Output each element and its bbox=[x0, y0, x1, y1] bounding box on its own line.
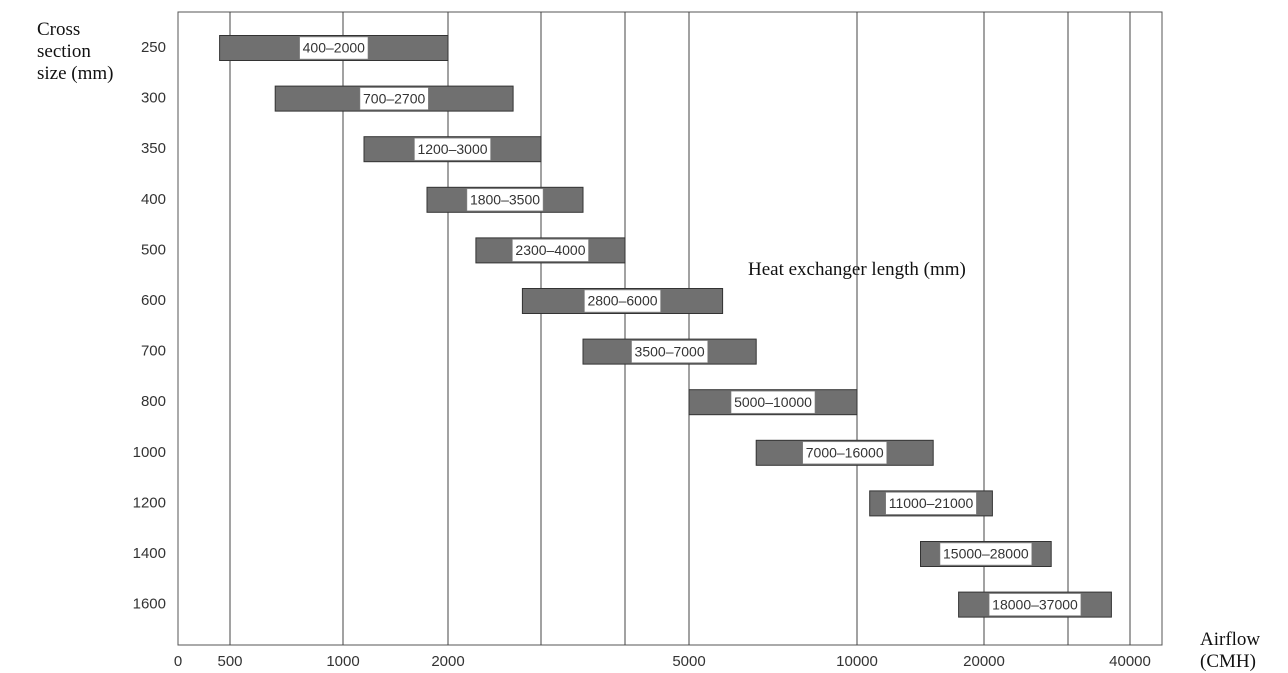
value-label: 3500–7000 bbox=[635, 343, 705, 359]
x-tick-label: 40000 bbox=[1109, 653, 1151, 670]
value-label: 7000–16000 bbox=[806, 445, 884, 461]
plot-frame bbox=[177, 11, 1163, 646]
value-label: 11000–21000 bbox=[889, 495, 974, 511]
x-tick-label: 10000 bbox=[836, 653, 878, 670]
y-tick-label: 300 bbox=[141, 90, 166, 107]
x-tick-label: 1000 bbox=[326, 653, 359, 670]
label-box bbox=[802, 441, 887, 465]
value-label: 1200–3000 bbox=[417, 141, 487, 157]
y-tick-label: 250 bbox=[141, 39, 166, 56]
x-tick-label: 0 bbox=[174, 653, 182, 670]
x-tick-label: 500 bbox=[217, 653, 242, 670]
y-tick-label: 800 bbox=[141, 393, 166, 410]
value-label: 18000–37000 bbox=[992, 596, 1078, 612]
value-label: 400–2000 bbox=[303, 40, 366, 56]
label-box bbox=[414, 137, 491, 161]
value-label: 2300–4000 bbox=[515, 242, 585, 258]
label-box bbox=[631, 340, 708, 363]
label-box bbox=[466, 188, 544, 212]
y-tick-label: 600 bbox=[141, 292, 166, 309]
value-label: 15000–28000 bbox=[943, 546, 1029, 562]
label-box bbox=[299, 36, 369, 60]
label-box bbox=[939, 542, 1032, 566]
value-label: 1800–3500 bbox=[470, 192, 540, 208]
y-tick-label: 500 bbox=[141, 241, 166, 258]
y-axis-label: Cross section size (mm) bbox=[37, 19, 114, 84]
y-tick-label: 1600 bbox=[133, 596, 166, 613]
y-tick-label: 400 bbox=[141, 191, 166, 208]
value-label: 5000–10000 bbox=[734, 394, 812, 410]
y-tick-label: 1000 bbox=[133, 444, 166, 461]
label-box bbox=[512, 239, 589, 262]
label-box bbox=[584, 289, 661, 313]
y-tick-label: 1200 bbox=[133, 494, 166, 511]
x-tick-label: 5000 bbox=[672, 653, 705, 670]
y-tick-label: 700 bbox=[141, 343, 166, 360]
x-axis-label: Airflow (CMH) bbox=[1200, 629, 1261, 672]
label-box bbox=[885, 492, 977, 515]
y-tick-label: 1400 bbox=[133, 545, 166, 562]
value-label: 2800–6000 bbox=[587, 293, 657, 309]
label-box bbox=[359, 87, 429, 110]
value-label: 700–2700 bbox=[363, 90, 426, 106]
x-tick-label: 2000 bbox=[431, 653, 464, 670]
x-tick-label: 20000 bbox=[963, 653, 1005, 670]
y-tick-label: 350 bbox=[141, 140, 166, 157]
label-box bbox=[988, 593, 1082, 616]
label-box bbox=[730, 390, 816, 414]
